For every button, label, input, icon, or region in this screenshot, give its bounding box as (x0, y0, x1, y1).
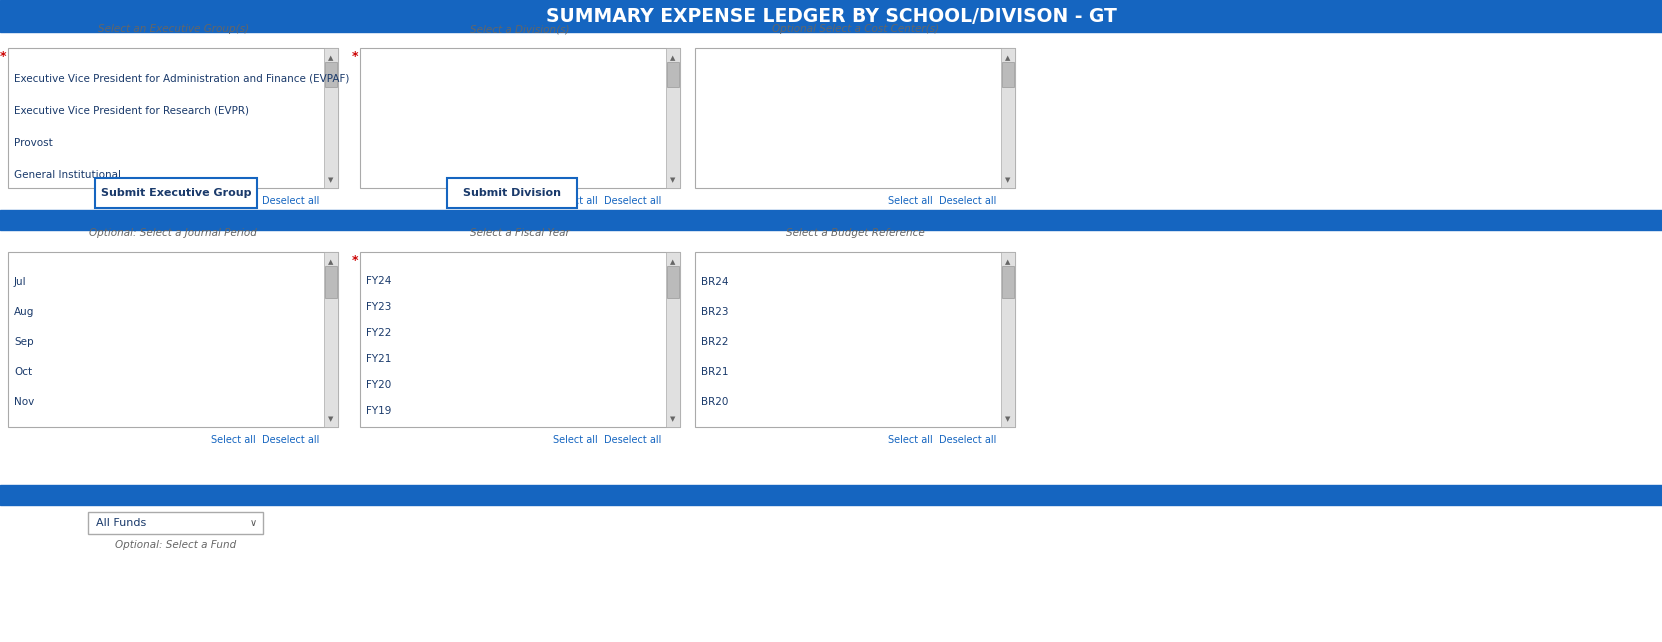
Text: Executive Vice President for Administration and Finance (EVPAF): Executive Vice President for Administrat… (13, 74, 349, 83)
Bar (666, 252, 680, 427)
Text: Aug: Aug (13, 307, 35, 317)
Bar (0, 0, 1662, 32)
Text: FY23: FY23 (366, 302, 391, 312)
Text: SUMMARY EXPENSE LEDGER BY SCHOOL/DIVISON - GT: SUMMARY EXPENSE LEDGER BY SCHOOL/DIVISON… (545, 6, 1117, 26)
Text: FY24: FY24 (366, 276, 391, 286)
Text: BR23: BR23 (701, 307, 728, 317)
Bar (1002, 266, 1014, 297)
Text: BR20: BR20 (701, 397, 728, 407)
Text: Jul: Jul (13, 277, 27, 287)
Text: General Institutional: General Institutional (13, 169, 121, 180)
Bar (1001, 252, 1015, 427)
Bar (324, 48, 337, 188)
Text: Oct: Oct (13, 367, 32, 377)
Text: ▲: ▲ (329, 55, 334, 61)
Text: *: * (0, 50, 7, 63)
Text: FY21: FY21 (366, 354, 391, 364)
Text: ▲: ▲ (670, 55, 676, 61)
Bar (695, 252, 1015, 427)
Text: *: * (351, 50, 357, 63)
Bar (0, 210, 1662, 230)
Text: Select all  Deselect all: Select all Deselect all (888, 435, 996, 445)
Text: BR22: BR22 (701, 337, 728, 347)
Text: ▲: ▲ (670, 259, 676, 265)
Text: FY22: FY22 (366, 328, 391, 338)
Text: Sep: Sep (13, 337, 33, 347)
Text: Optional: Select a Journal Period: Optional: Select a Journal Period (90, 228, 258, 238)
Text: ▼: ▼ (670, 416, 676, 422)
Text: ▲: ▲ (1006, 55, 1010, 61)
Text: Select all  Deselect all: Select all Deselect all (553, 196, 661, 206)
Text: Optional: Select a Fund: Optional: Select a Fund (115, 540, 236, 550)
Bar (666, 266, 680, 297)
Bar (361, 48, 680, 188)
Text: Select all  Deselect all: Select all Deselect all (553, 435, 661, 445)
Bar (1001, 48, 1015, 188)
Bar (326, 62, 337, 87)
Bar (326, 266, 337, 297)
Bar (8, 252, 337, 427)
Text: ▼: ▼ (1006, 416, 1010, 422)
Text: ▼: ▼ (670, 177, 676, 183)
Text: ▲: ▲ (329, 259, 334, 265)
Text: *: * (351, 254, 357, 267)
Text: Select all  Deselect all: Select all Deselect all (888, 196, 996, 206)
Text: FY20: FY20 (366, 380, 391, 390)
Text: Executive Vice President for Research (EVPR): Executive Vice President for Research (E… (13, 105, 249, 116)
Bar (666, 62, 680, 87)
Bar (0, 485, 1662, 505)
Text: BR24: BR24 (701, 277, 728, 287)
Bar (88, 512, 263, 534)
Text: ▲: ▲ (1006, 259, 1010, 265)
Text: ▼: ▼ (329, 177, 334, 183)
Text: Submit Division: Submit Division (464, 188, 562, 198)
Text: ▼: ▼ (1006, 177, 1010, 183)
Text: Select a Fiscal Year: Select a Fiscal Year (470, 228, 570, 238)
Bar (695, 48, 1015, 188)
Text: FY19: FY19 (366, 406, 391, 416)
Text: Select a Division(s): Select a Division(s) (470, 24, 570, 34)
Text: Optional Select a Cost Center(s): Optional Select a Cost Center(s) (771, 24, 939, 34)
Text: ∨: ∨ (249, 518, 256, 528)
Bar (8, 48, 337, 188)
Text: ▼: ▼ (329, 416, 334, 422)
Text: Select a Budget Reference: Select a Budget Reference (786, 228, 924, 238)
Bar (361, 252, 680, 427)
Text: Select an Executive Group(s): Select an Executive Group(s) (98, 24, 249, 34)
Text: Select all  Deselect all: Select all Deselect all (211, 435, 319, 445)
Text: All Funds: All Funds (96, 518, 146, 528)
Text: Nov: Nov (13, 397, 35, 407)
Bar (324, 252, 337, 427)
Text: BR21: BR21 (701, 367, 728, 377)
Bar (1002, 62, 1014, 87)
Text: Submit Executive Group: Submit Executive Group (101, 188, 251, 198)
Text: Provost: Provost (13, 137, 53, 148)
Text: Select all  Deselect all: Select all Deselect all (211, 196, 319, 206)
Bar (447, 178, 577, 208)
Bar (666, 48, 680, 188)
Bar (95, 178, 258, 208)
